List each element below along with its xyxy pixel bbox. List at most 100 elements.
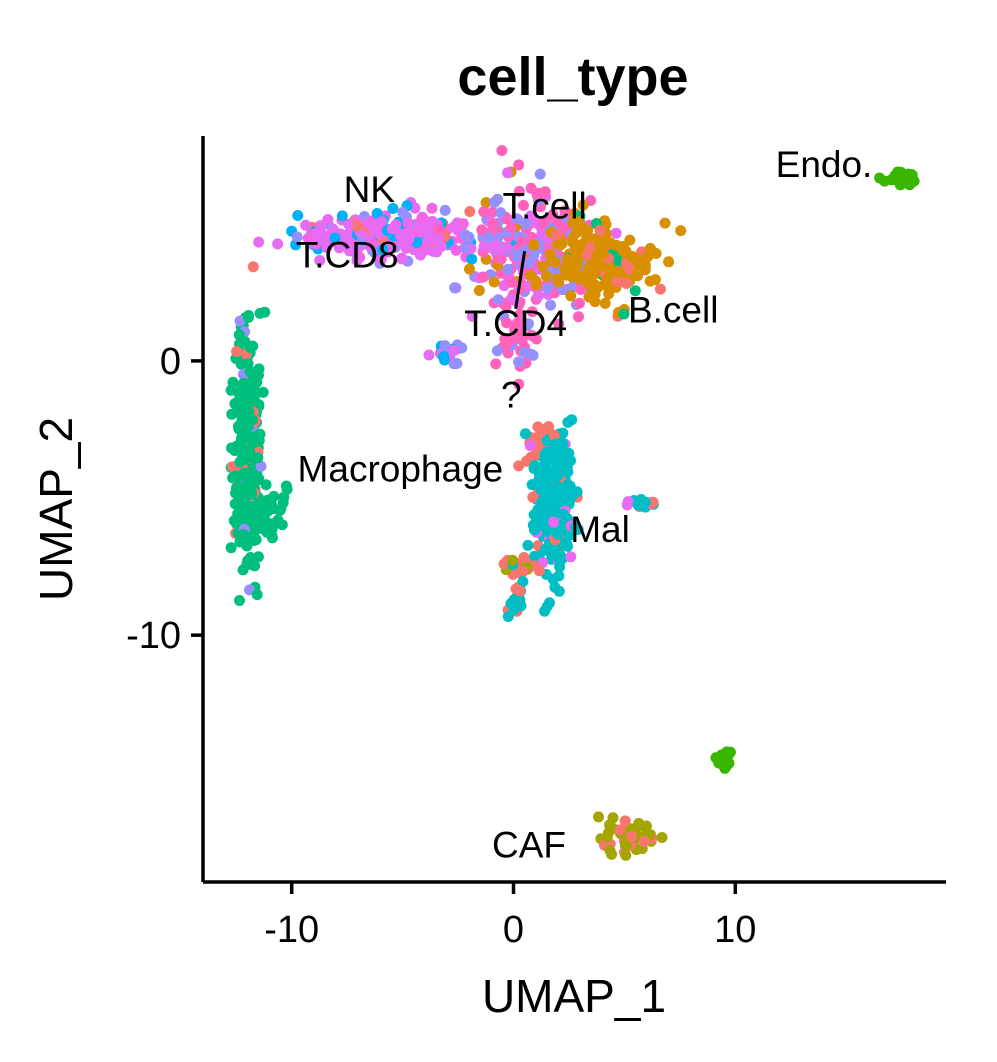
data-point <box>426 202 438 214</box>
data-point <box>537 260 549 272</box>
data-point <box>449 282 461 294</box>
data-point <box>243 311 254 323</box>
data-point <box>551 229 563 241</box>
data-point <box>523 258 535 270</box>
data-point <box>536 519 548 531</box>
data-point <box>553 276 565 288</box>
data-point <box>620 849 632 861</box>
cluster-tcell_tail <box>490 300 542 390</box>
data-point <box>517 576 529 588</box>
data-point <box>604 819 616 831</box>
data-point <box>519 347 530 358</box>
data-point <box>451 358 463 369</box>
data-point <box>231 440 243 452</box>
data-point <box>549 581 561 593</box>
data-point <box>623 262 635 274</box>
data-point <box>588 279 600 291</box>
data-point <box>520 218 532 230</box>
data-point <box>513 159 525 171</box>
data-point <box>245 367 257 379</box>
data-point <box>226 408 238 420</box>
data-point <box>598 279 610 291</box>
data-point <box>459 242 471 254</box>
data-point <box>525 270 537 282</box>
data-point <box>638 835 650 847</box>
data-point <box>601 831 613 843</box>
cluster-label: T.CD4 <box>464 303 567 344</box>
data-point <box>547 502 559 514</box>
data-point <box>561 269 573 281</box>
data-point <box>377 244 389 256</box>
data-point <box>322 214 334 225</box>
data-point <box>508 603 520 615</box>
data-point <box>492 193 503 205</box>
data-point <box>439 204 451 216</box>
data-point <box>499 333 511 345</box>
cluster-macrophage <box>225 261 271 606</box>
x-tick-label: 0 <box>503 909 524 951</box>
data-point <box>509 594 521 606</box>
data-point <box>553 481 565 493</box>
data-point <box>423 234 435 246</box>
data-point <box>235 511 247 523</box>
label-leader-line <box>514 250 527 310</box>
data-point <box>532 421 544 433</box>
data-point <box>314 220 326 232</box>
data-point <box>387 203 399 214</box>
data-point <box>639 259 651 271</box>
data-point <box>483 232 495 244</box>
data-point <box>501 242 513 253</box>
data-point <box>573 311 584 323</box>
data-point <box>546 254 558 266</box>
cluster-tcell_tcd4 <box>432 145 632 341</box>
data-point <box>505 221 517 233</box>
data-point <box>629 285 641 297</box>
data-point <box>375 253 387 265</box>
data-point <box>559 205 571 217</box>
data-point <box>432 224 444 235</box>
data-point <box>528 239 540 251</box>
cluster-labels: Endo. NK T.CD8 T.cell T.CD4 B.cell? Macrophage… <box>296 144 873 865</box>
chart-title: cell_type <box>457 47 688 107</box>
data-point <box>314 255 326 266</box>
data-point <box>529 460 541 472</box>
data-point <box>534 168 546 180</box>
cluster-label: B.cell <box>628 290 718 331</box>
data-point <box>557 427 569 439</box>
data-point <box>554 561 566 573</box>
data-point <box>530 279 542 291</box>
data-point <box>488 276 500 288</box>
data-point <box>550 438 562 450</box>
data-point <box>466 310 478 322</box>
data-point <box>513 378 525 390</box>
data-point <box>544 597 555 609</box>
cluster-label: CAF <box>492 824 566 865</box>
data-point <box>498 558 510 570</box>
data-point <box>464 206 476 217</box>
data-point <box>533 565 545 577</box>
data-point <box>618 308 630 320</box>
data-point <box>466 253 478 265</box>
x-tick-label: 10 <box>714 909 756 951</box>
data-point <box>524 440 536 452</box>
data-point <box>649 274 661 286</box>
data-point <box>573 297 585 309</box>
cluster-label: Macrophage <box>298 449 504 490</box>
data-point <box>300 219 312 231</box>
data-point <box>547 209 559 221</box>
data-point <box>448 344 460 356</box>
data-point <box>252 452 264 464</box>
data-point <box>545 299 556 311</box>
data-point <box>234 315 246 327</box>
y-tick-label: 0 <box>160 341 181 383</box>
data-point <box>522 318 534 330</box>
data-point <box>675 225 687 237</box>
data-point <box>321 242 333 253</box>
data-point <box>553 318 565 330</box>
data-point <box>569 245 581 257</box>
cluster-bcell <box>525 199 687 322</box>
data-point <box>597 248 609 260</box>
data-point <box>243 388 255 400</box>
data-point <box>438 351 450 363</box>
data-point <box>539 461 551 473</box>
